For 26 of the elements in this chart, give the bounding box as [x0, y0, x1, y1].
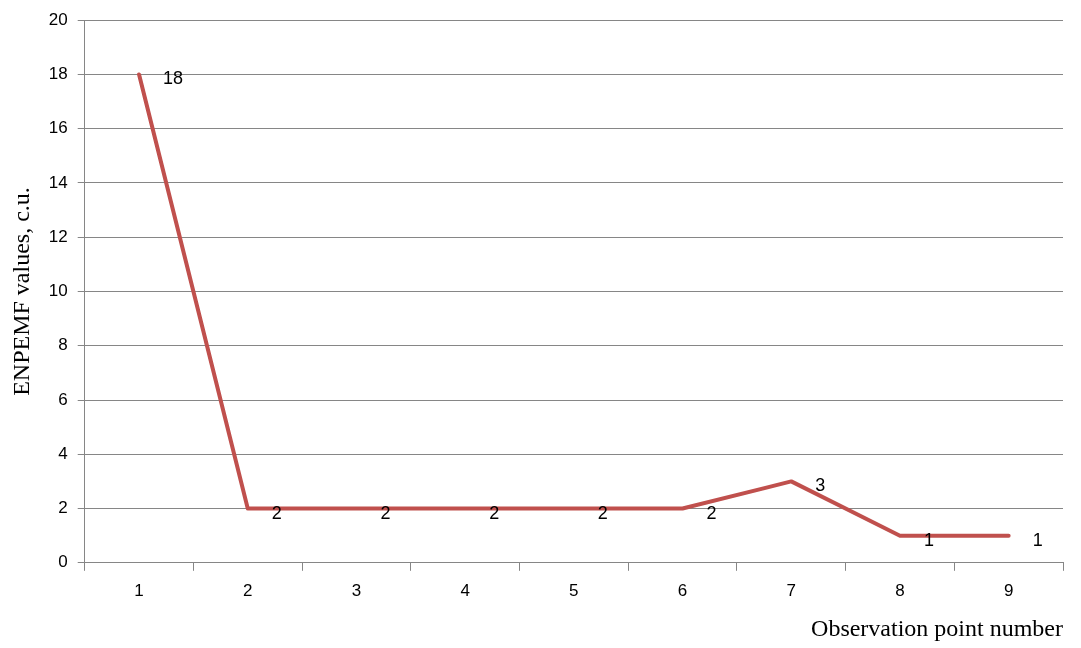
x-tick-label: 8	[895, 580, 905, 600]
y-tick-label: 2	[58, 498, 68, 518]
x-axis-title: Observation point number	[811, 614, 1064, 641]
y-tick-label: 20	[48, 9, 68, 29]
x-tick-label: 4	[460, 580, 470, 600]
y-tick-label: 18	[48, 64, 68, 84]
y-tick-label: 0	[58, 552, 68, 572]
x-tick-label: 7	[786, 580, 796, 600]
x-tick-label: 2	[243, 580, 253, 600]
data-label: 1	[1032, 529, 1043, 550]
data-label: 2	[706, 502, 717, 523]
x-tick-label: 5	[569, 580, 579, 600]
y-tick-label: 6	[58, 389, 68, 409]
y-tick-label: 8	[58, 335, 68, 355]
y-tick-label: 4	[58, 443, 68, 463]
y-tick-label: 14	[48, 172, 68, 192]
x-tick-label: 6	[677, 580, 688, 600]
x-tick-label: 1	[134, 580, 144, 600]
data-label: 3	[815, 475, 826, 496]
y-axis-title: ENPEMF values, c.u.	[7, 187, 34, 396]
y-tick-label: 12	[48, 226, 68, 246]
x-tick-label: 3	[351, 580, 362, 600]
y-tick-label: 10	[48, 281, 68, 301]
data-label: 18	[163, 68, 184, 89]
x-tick-label: 9	[1003, 580, 1014, 600]
y-tick-label: 16	[48, 118, 68, 138]
